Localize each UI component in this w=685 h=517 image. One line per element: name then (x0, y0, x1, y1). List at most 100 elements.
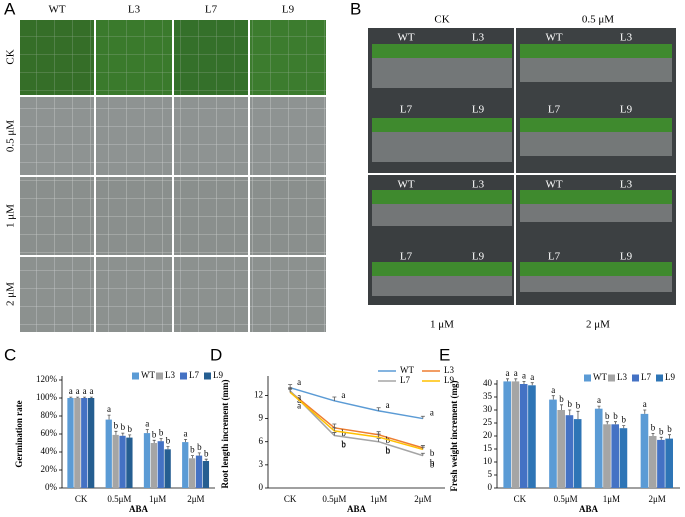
seedlings (372, 262, 512, 276)
treatment-label: 0.5 μM (582, 14, 614, 26)
legend-swatch (632, 374, 639, 382)
significance-letter: b (127, 424, 132, 434)
bar (640, 413, 649, 488)
error-bar (152, 439, 156, 443)
significance-letter: b (559, 394, 564, 404)
legend-label: WT (141, 370, 155, 380)
x-axis-label: ABA (129, 504, 149, 514)
legend-label: L9 (213, 370, 223, 380)
bar (126, 437, 133, 488)
error-bar (420, 446, 425, 450)
x-axis-label: ABA (579, 504, 599, 514)
y-axis-label: Root length increment (mm) (220, 379, 230, 488)
significance-letter: b (159, 428, 164, 438)
significance-letter: b (386, 446, 391, 456)
roots (372, 276, 512, 296)
line (289, 391, 424, 451)
error-bar (76, 396, 80, 398)
y-tick-label: 100% (36, 392, 58, 402)
column-label: L3 (128, 4, 141, 16)
legend-swatch (584, 374, 591, 382)
significance-letter: a (297, 400, 301, 410)
y-tick-label: 25 (483, 417, 493, 427)
error-bar (376, 433, 381, 438)
error-bar (159, 438, 163, 442)
panel-letter: D (210, 345, 222, 364)
significance-letter: a (184, 428, 188, 438)
y-tick-label: 9 (259, 413, 264, 423)
genotype-label: L7 (400, 104, 413, 116)
significance-letter: b (576, 400, 581, 410)
y-tick-label: 12 (254, 389, 263, 399)
x-tick-label: 0.5μM (107, 494, 131, 504)
genotype-label: L3 (472, 179, 485, 191)
bar (74, 398, 81, 488)
y-tick-label: 0 (488, 482, 493, 492)
y-tick-label: 40% (41, 446, 58, 456)
chart: C Germination rate ABA 0% 20% 40% 60% 80% 100% 12… (4, 345, 223, 514)
significance-letter: b (341, 439, 346, 449)
seedlings (372, 44, 512, 58)
bar (81, 398, 88, 488)
bar (665, 438, 673, 488)
legend-swatch (132, 372, 139, 380)
x-tick-label: 1μM (149, 494, 166, 504)
error-bar (89, 396, 93, 398)
y-tick-label: 6 (259, 436, 264, 446)
legend-label: L9 (665, 372, 675, 382)
x-tick-label: 1μM (370, 494, 387, 504)
significance-letter: b (190, 445, 195, 455)
significance-letter: a (386, 400, 390, 410)
seedlings (520, 190, 672, 204)
charts: C Germination rate ABA 0% 20% 40% 60% 80% 100% 12… (4, 345, 680, 514)
panel-letter: E (439, 345, 450, 364)
legend-swatch (608, 374, 615, 382)
bar (519, 384, 528, 488)
y-tick-label: 0 (259, 482, 264, 492)
bar (112, 434, 119, 488)
significance-letter: a (297, 392, 301, 402)
y-tick-label: 120% (36, 374, 58, 384)
legend-label: L7 (641, 372, 651, 382)
error-bar (659, 436, 663, 440)
significance-letter: a (530, 372, 534, 382)
bar (611, 424, 620, 488)
significance-letter: b (651, 422, 656, 432)
error-bar (568, 409, 572, 416)
error-bar (288, 384, 293, 388)
bar (511, 381, 520, 488)
error-bar (514, 378, 518, 382)
genotype-label: L7 (548, 104, 561, 116)
genotype-label: L3 (620, 32, 633, 44)
error-bar (643, 409, 647, 414)
error-bar (522, 381, 526, 384)
bar (648, 436, 657, 488)
y-axis-label: Germination rate (14, 400, 24, 467)
bar (619, 428, 628, 488)
bar (657, 439, 665, 488)
roots (520, 132, 672, 156)
significance-letter: b (659, 426, 664, 436)
legend-label: L7 (189, 370, 199, 380)
significance-letter: b (386, 445, 391, 455)
genotype-label: WT (397, 179, 414, 191)
genotype-label: L9 (620, 251, 633, 263)
error-bar (332, 396, 337, 401)
significance-letter: a (83, 386, 87, 396)
significance-letter: b (430, 457, 435, 467)
significance-letter: a (69, 386, 73, 396)
y-tick-label: 0% (45, 482, 58, 492)
error-bar (184, 439, 188, 443)
x-tick-label: 2μM (187, 494, 204, 504)
significance-letter: b (341, 440, 346, 450)
y-tick-label: 5 (488, 469, 493, 479)
bar (119, 435, 126, 488)
genotype-label: WT (545, 32, 562, 44)
x-tick-label: 0.5μM (322, 494, 346, 504)
error-bar (190, 455, 194, 459)
significance-letter: a (597, 395, 601, 405)
treatment-label: 2 μM (586, 319, 610, 331)
significance-letter: a (89, 386, 93, 396)
roots (520, 204, 672, 222)
